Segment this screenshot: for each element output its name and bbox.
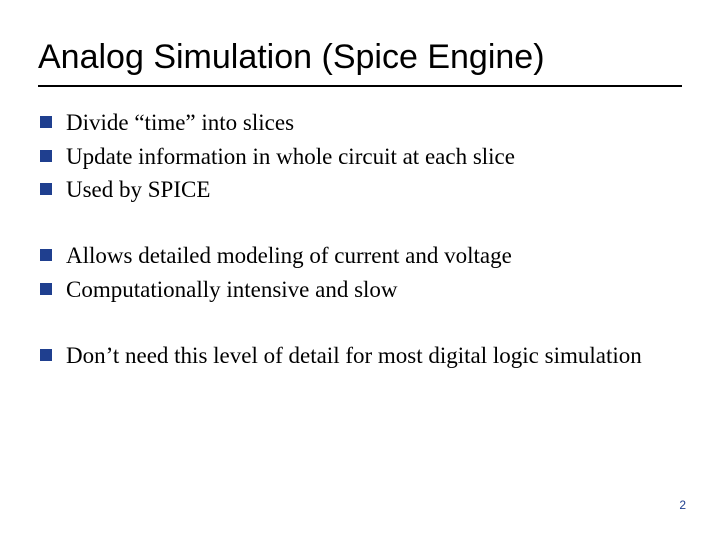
bullet-group: Don’t need this level of detail for most… [40,340,682,372]
square-bullet-icon [40,183,52,195]
bullet-text: Divide “time” into slices [66,107,682,139]
bullet-text: Don’t need this level of detail for most… [66,340,682,372]
slide-content: Divide “time” into slices Update informa… [38,107,682,371]
bullet-group: Divide “time” into slices Update informa… [40,107,682,206]
slide: Analog Simulation (Spice Engine) Divide … [0,0,720,540]
list-item: Update information in whole circuit at e… [40,141,682,173]
bullet-text: Computationally intensive and slow [66,274,682,306]
bullet-text: Used by SPICE [66,174,682,206]
list-item: Allows detailed modeling of current and … [40,240,682,272]
square-bullet-icon [40,349,52,361]
slide-title: Analog Simulation (Spice Engine) [38,38,682,87]
square-bullet-icon [40,150,52,162]
square-bullet-icon [40,116,52,128]
bullet-text: Update information in whole circuit at e… [66,141,682,173]
square-bullet-icon [40,249,52,261]
page-number: 2 [679,498,686,512]
bullet-text: Allows detailed modeling of current and … [66,240,682,272]
list-item: Computationally intensive and slow [40,274,682,306]
list-item: Divide “time” into slices [40,107,682,139]
list-item: Don’t need this level of detail for most… [40,340,682,372]
list-item: Used by SPICE [40,174,682,206]
bullet-group: Allows detailed modeling of current and … [40,240,682,305]
square-bullet-icon [40,283,52,295]
